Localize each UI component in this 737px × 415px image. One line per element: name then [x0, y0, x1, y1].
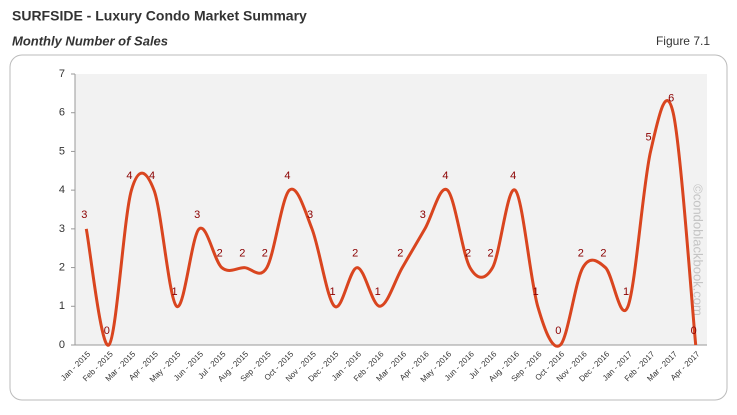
y-tick-label: 0	[59, 339, 65, 351]
data-label: 1	[375, 286, 381, 298]
data-label: 2	[578, 247, 584, 259]
data-label: 2	[397, 247, 403, 259]
data-label: 1	[533, 286, 539, 298]
data-label: 0	[555, 325, 561, 337]
data-label: 2	[600, 247, 606, 259]
plot-area	[75, 74, 707, 345]
data-label: 6	[668, 93, 674, 105]
data-label: 3	[307, 209, 313, 221]
data-label: 1	[623, 286, 629, 298]
y-tick-label: 5	[59, 145, 65, 157]
y-tick-label: 2	[59, 261, 65, 273]
y-tick-label: 7	[59, 68, 65, 80]
data-label: 2	[488, 247, 494, 259]
chart-subtitle: Monthly Number of Sales	[12, 33, 168, 48]
data-label: 3	[194, 209, 200, 221]
data-label: 4	[442, 170, 448, 182]
watermark: ©condoblackbook.com	[691, 184, 706, 316]
data-label: 2	[217, 247, 223, 259]
data-label: 4	[149, 170, 155, 182]
figure-label: Figure 7.1	[656, 34, 710, 48]
data-line	[84, 99, 698, 348]
page-title: SURFSIDE - Luxury Condo Market Summary	[12, 8, 307, 24]
data-label: 3	[81, 209, 87, 221]
data-label: 2	[465, 247, 471, 259]
data-label: 5	[646, 131, 652, 143]
data-label: 1	[330, 286, 336, 298]
data-label: 2	[239, 247, 245, 259]
y-tick-label: 4	[59, 184, 65, 196]
data-label: 4	[510, 170, 516, 182]
data-label: 4	[126, 170, 132, 182]
data-label: 2	[352, 247, 358, 259]
data-label: 4	[284, 170, 290, 182]
y-tick-label: 3	[59, 223, 65, 235]
data-label: 1	[172, 286, 178, 298]
y-tick-label: 1	[59, 300, 65, 312]
data-label: 3	[420, 209, 426, 221]
y-tick-label: 6	[59, 107, 65, 119]
data-label: 0	[691, 325, 697, 337]
data-label: 2	[262, 247, 268, 259]
data-label: 0	[104, 325, 110, 337]
